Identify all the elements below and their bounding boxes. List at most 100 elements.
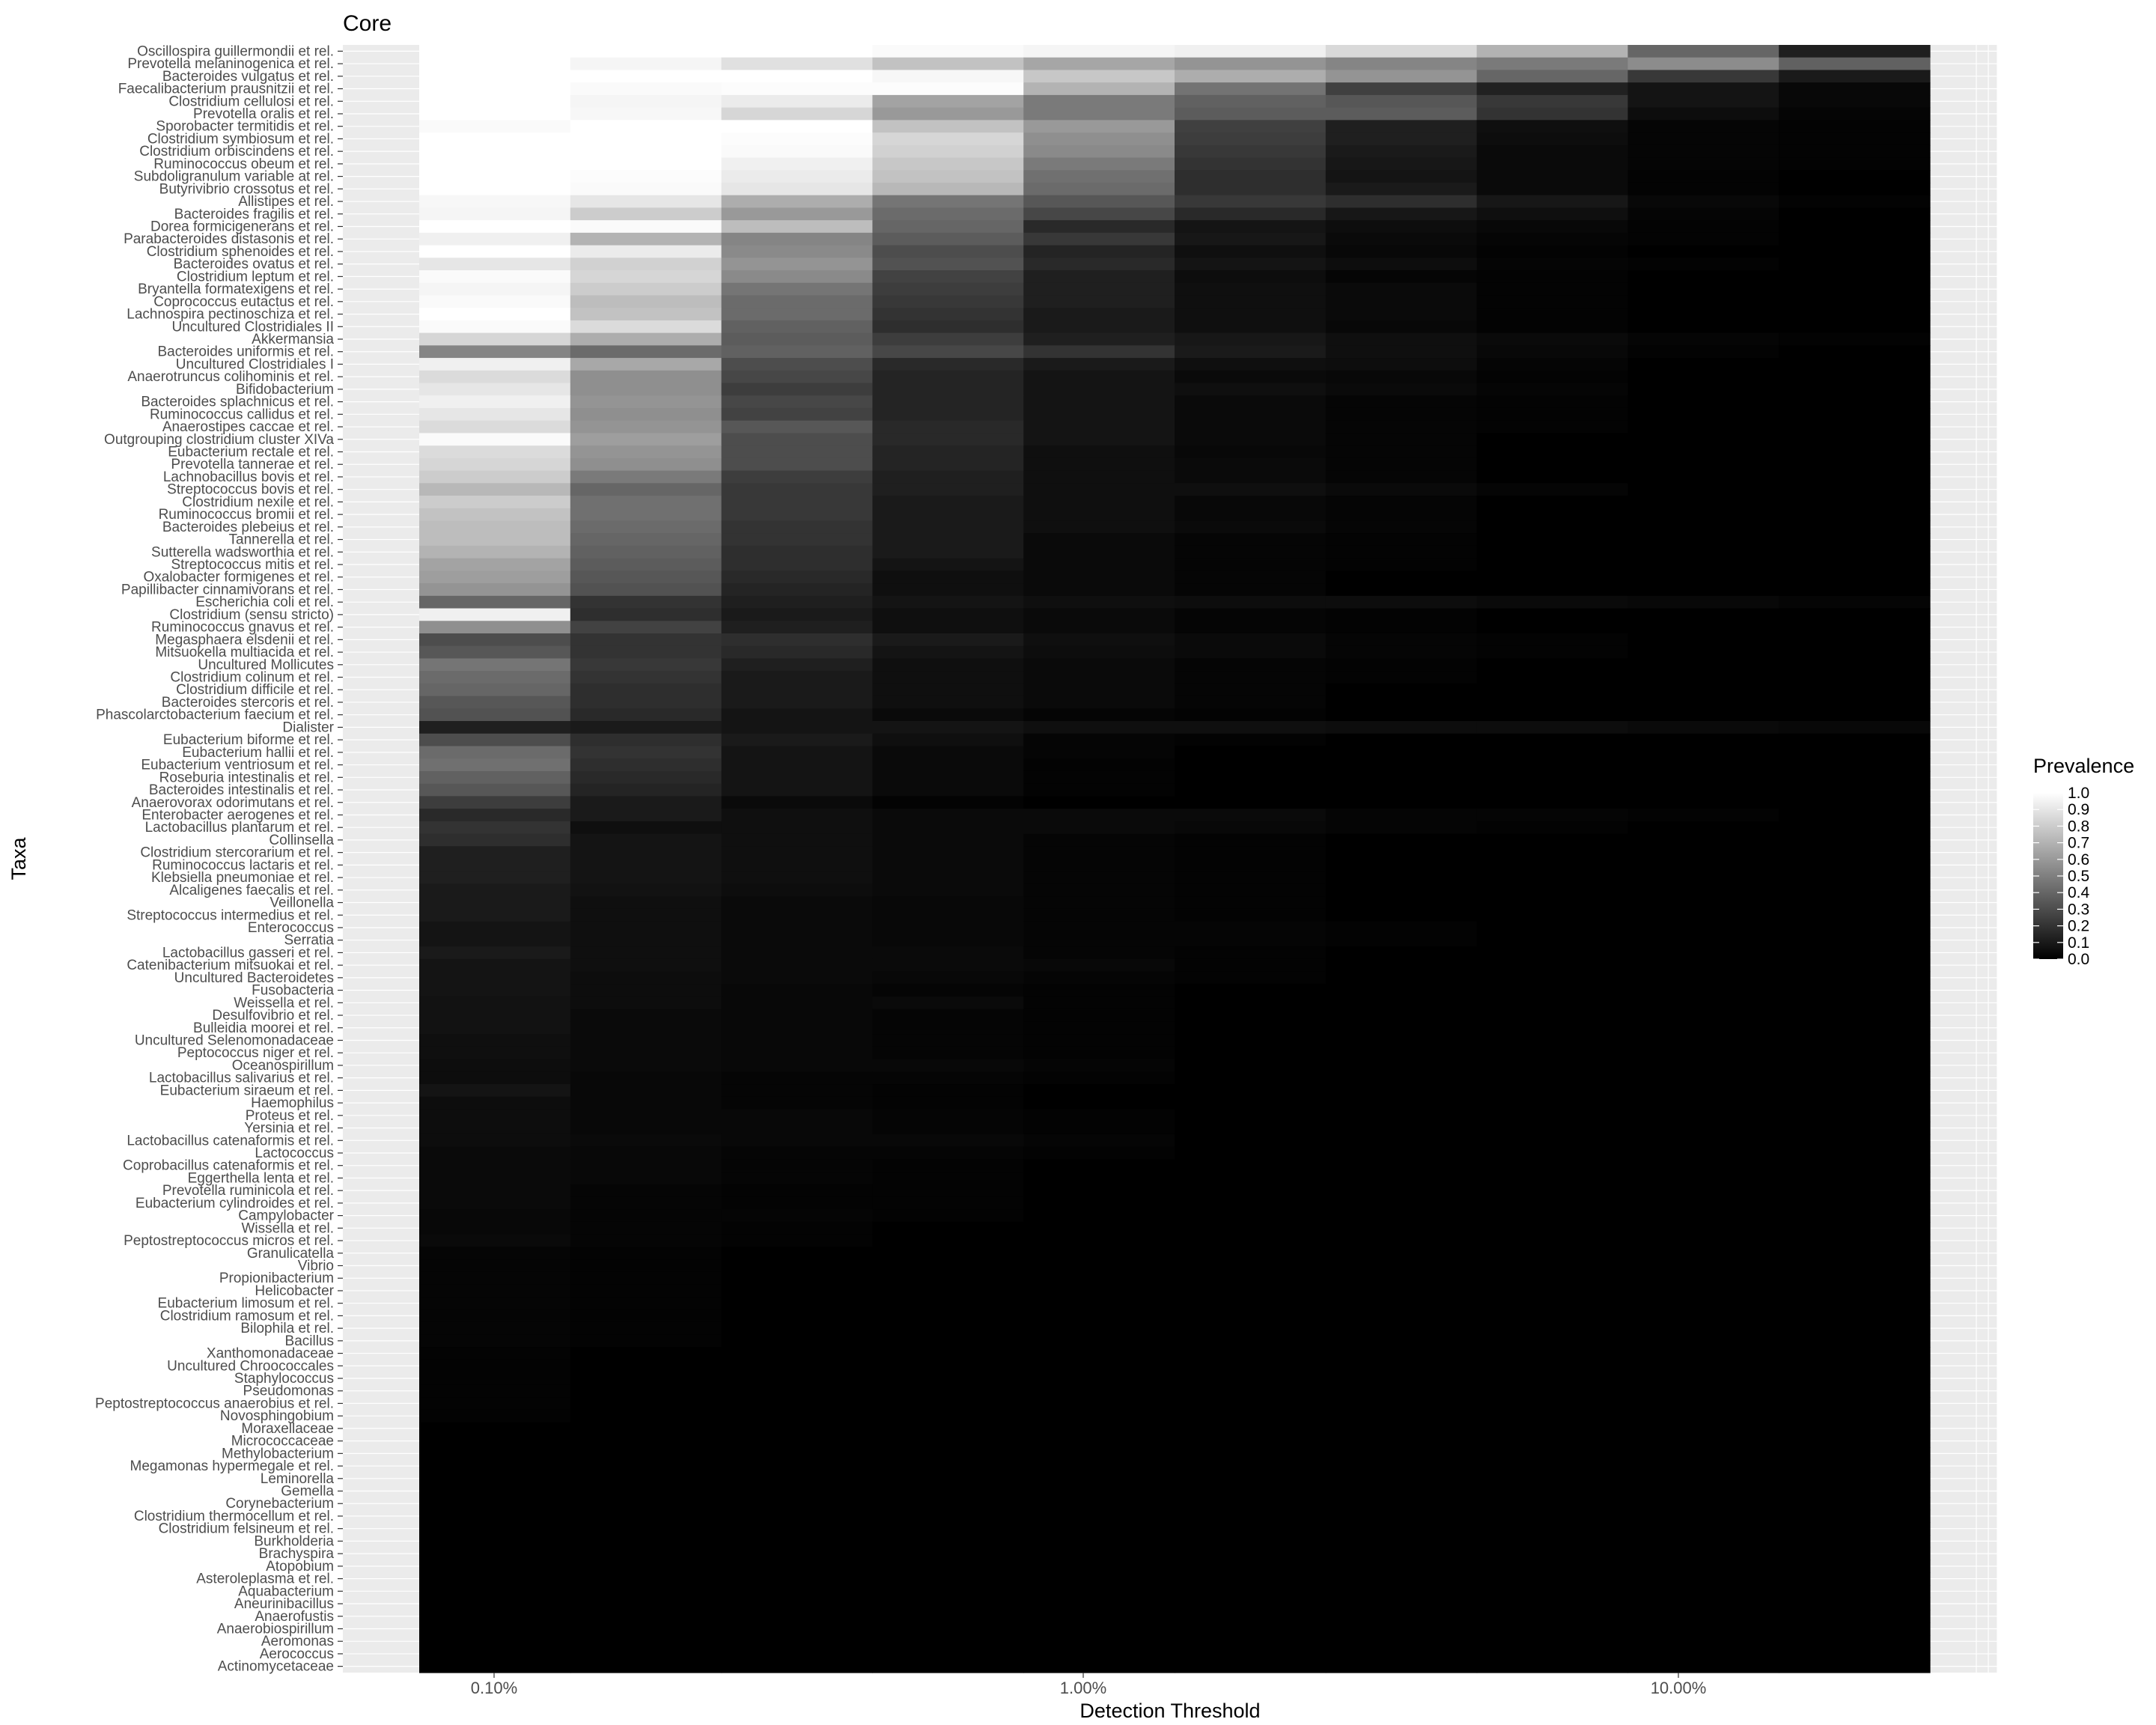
heatmap-cell: [419, 958, 571, 973]
heatmap-cell: [1175, 207, 1327, 221]
y-tick-label: Tannerella et rel.: [229, 532, 334, 548]
heatmap-cell: [1325, 821, 1478, 835]
heatmap-cell: [1325, 1547, 1478, 1561]
heatmap-cell: [1175, 1297, 1327, 1310]
heatmap-cell: [570, 533, 722, 547]
heatmap-cell: [1175, 1172, 1327, 1185]
heatmap-cell: [1627, 821, 1779, 835]
heatmap-cell: [1476, 545, 1628, 559]
heatmap-cell: [1175, 833, 1327, 847]
y-tick-label: Escherichia coli et rel.: [195, 594, 334, 610]
heatmap-cell: [1476, 1372, 1628, 1385]
heatmap-cell: [419, 1196, 571, 1210]
heatmap-cell: [1627, 1284, 1779, 1297]
heatmap-cell: [1175, 1446, 1327, 1461]
y-tick-label: Eubacterium ventriosum et rel.: [141, 758, 334, 773]
heatmap-cell: [1627, 496, 1779, 509]
heatmap-cell: [1175, 1372, 1327, 1385]
heatmap-cell: [419, 846, 571, 860]
heatmap-cell: [1779, 232, 1931, 246]
heatmap-cell: [872, 583, 1024, 597]
y-tick-label: Clostridium orbiscindens et rel.: [139, 144, 334, 159]
heatmap-cell: [1325, 984, 1478, 997]
heatmap-cell: [1476, 1522, 1628, 1536]
heatmap-cell: [570, 1597, 722, 1610]
heatmap-cell: [721, 1634, 873, 1649]
heatmap-cell: [419, 871, 571, 885]
heatmap-cell: [419, 1372, 571, 1385]
heatmap-cell: [1779, 1209, 1931, 1223]
heatmap-cell: [1175, 1397, 1327, 1411]
y-tick-label: Bulleidia moorei et rel.: [193, 1020, 334, 1036]
y-tick-label: Lactobacillus catenaformis et rel.: [127, 1133, 334, 1149]
y-tick-label: Veillonella: [270, 895, 334, 911]
heatmap-cell: [1175, 645, 1327, 660]
heatmap-cell: [1476, 157, 1628, 171]
heatmap-cell: [721, 1234, 873, 1248]
heatmap-cell: [1023, 370, 1175, 384]
heatmap-cell: [570, 571, 722, 584]
heatmap-cell: [1627, 708, 1779, 722]
heatmap-cell: [1325, 1309, 1478, 1323]
heatmap-cell: [1779, 1634, 1931, 1649]
heatmap-cell: [1476, 671, 1628, 684]
heatmap-cell: [1175, 1008, 1327, 1022]
heatmap-cell: [1476, 721, 1628, 734]
heatmap-cell: [1325, 1560, 1478, 1573]
heatmap-cell: [1627, 733, 1779, 747]
y-tick-label: Actinomycetaceae: [218, 1659, 334, 1675]
heatmap-cell: [570, 833, 722, 847]
heatmap-cell: [1175, 1259, 1327, 1273]
heatmap-cell: [721, 57, 873, 71]
heatmap-cell: [1325, 746, 1478, 759]
heatmap-cell: [1779, 395, 1931, 409]
heatmap-cell: [1325, 1535, 1478, 1548]
heatmap-cell: [872, 934, 1024, 947]
heatmap-cell: [1023, 558, 1175, 571]
heatmap-cell: [419, 1259, 571, 1273]
heatmap-cell: [570, 508, 722, 522]
heatmap-cell: [1175, 1309, 1327, 1323]
heatmap-cell: [1325, 1259, 1478, 1273]
heatmap-cell: [1627, 107, 1779, 121]
heatmap-cell: [1779, 1446, 1931, 1461]
heatmap-cell: [1175, 170, 1327, 183]
legend-tick-label: 1.0: [2068, 785, 2089, 802]
y-tick-label: Lachnospira pectinoschiza et rel.: [127, 307, 334, 323]
heatmap-cell: [1627, 696, 1779, 709]
heatmap-cell: [1779, 295, 1931, 308]
heatmap-cell: [872, 107, 1024, 121]
y-tick-label: Novosphingobium: [220, 1408, 334, 1424]
heatmap-cell: [1023, 320, 1175, 334]
heatmap-cell: [419, 859, 571, 872]
heatmap-cell: [1779, 182, 1931, 196]
heatmap-cell: [1325, 220, 1478, 234]
y-tick-label: Dialister: [282, 719, 334, 735]
y-tick-label: Eubacterium cylindroides et rel.: [135, 1196, 334, 1211]
heatmap-cell: [570, 332, 722, 346]
heatmap-cell: [1627, 308, 1779, 321]
heatmap-cell: [1175, 270, 1327, 284]
heatmap-cell: [1175, 107, 1327, 121]
heatmap-cell: [1023, 1397, 1175, 1411]
heatmap-cell: [570, 1334, 722, 1348]
heatmap-cell: [1175, 220, 1327, 234]
heatmap-cell: [721, 796, 873, 809]
heatmap-cell: [872, 270, 1024, 284]
heatmap-cell: [419, 1397, 571, 1411]
heatmap-cell: [872, 295, 1024, 308]
heatmap-cell: [1476, 1021, 1628, 1035]
heatmap-cell: [721, 107, 873, 121]
heatmap-cell: [1627, 420, 1779, 434]
heatmap-cell: [1023, 946, 1175, 960]
heatmap-cell: [1779, 721, 1931, 734]
heatmap-cell: [1325, 708, 1478, 722]
heatmap-cell: [419, 345, 571, 359]
heatmap-cell: [1476, 1485, 1628, 1498]
heatmap-cell: [1175, 182, 1327, 196]
heatmap-cell: [419, 1134, 571, 1148]
heatmap-cell: [872, 195, 1024, 208]
heatmap-cell: [1476, 1146, 1628, 1160]
heatmap-cell: [1476, 896, 1628, 910]
heatmap-cell: [1175, 1422, 1327, 1435]
